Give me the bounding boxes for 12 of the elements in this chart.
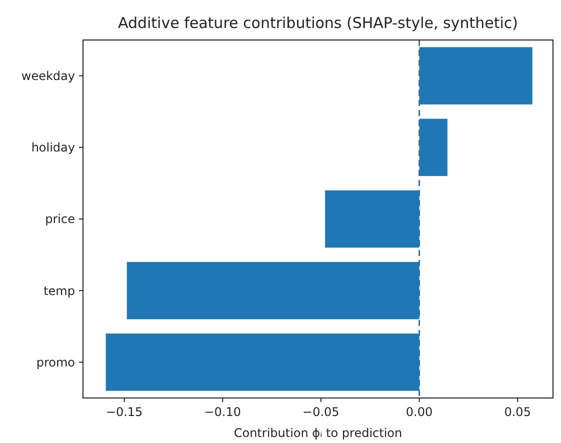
x-tick-label: −0.15 bbox=[106, 405, 143, 419]
x-tick-label: −0.05 bbox=[302, 405, 340, 419]
x-tick-label: 0.00 bbox=[406, 405, 433, 419]
y-tick-label: holiday bbox=[31, 140, 75, 155]
y-tick-label: promo bbox=[36, 355, 75, 370]
y-tick-label: price bbox=[45, 212, 75, 226]
y-tick-label: temp bbox=[44, 284, 75, 298]
x-axis-title: Contribution ϕᵢ to prediction bbox=[234, 426, 402, 440]
y-tick-label: weekday bbox=[21, 69, 75, 83]
x-tick-label: 0.05 bbox=[504, 405, 531, 419]
chart-title: Additive feature contributions (SHAP-style, synthetic) bbox=[118, 14, 518, 32]
x-tick-label: −0.10 bbox=[204, 405, 242, 419]
